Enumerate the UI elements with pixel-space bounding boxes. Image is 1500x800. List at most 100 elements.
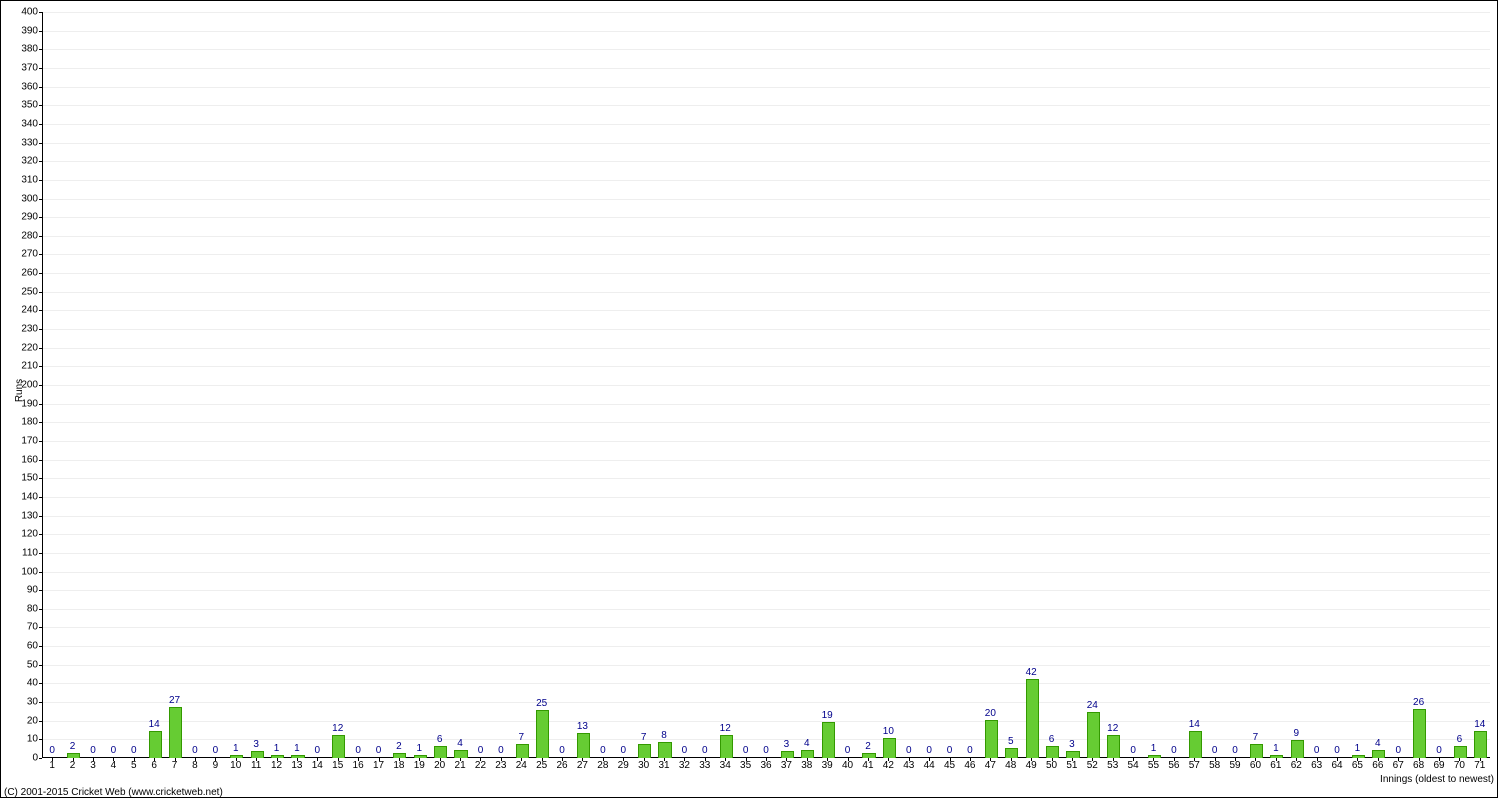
xtick-label: 58 <box>1209 760 1220 771</box>
bar-value-label: 0 <box>1334 745 1340 756</box>
ytick-label: 290 <box>21 212 42 223</box>
bar-value-label: 1 <box>1355 743 1361 754</box>
ytick-label: 210 <box>21 361 42 372</box>
xtick-label: 33 <box>699 760 710 771</box>
bar <box>1046 746 1059 758</box>
xtick-label: 5 <box>131 760 137 771</box>
gridline <box>42 721 1490 722</box>
gridline <box>42 441 1490 442</box>
bar-value-label: 0 <box>90 745 96 756</box>
xtick-label: 61 <box>1270 760 1281 771</box>
ytick-label: 20 <box>27 715 42 726</box>
gridline <box>42 105 1490 106</box>
gridline <box>42 273 1490 274</box>
bar-value-label: 2 <box>396 741 402 752</box>
bar <box>434 746 447 758</box>
bar-value-label: 7 <box>1253 732 1259 743</box>
xtick-label: 42 <box>883 760 894 771</box>
xtick-label: 57 <box>1189 760 1200 771</box>
xtick-label: 7 <box>172 760 178 771</box>
ytick-label: 120 <box>21 529 42 540</box>
ytick-label: 340 <box>21 118 42 129</box>
gridline <box>42 254 1490 255</box>
xtick-label: 62 <box>1291 760 1302 771</box>
bar-value-label: 19 <box>822 710 833 721</box>
gridline <box>42 366 1490 367</box>
bar-value-label: 12 <box>332 723 343 734</box>
xtick-label: 34 <box>720 760 731 771</box>
bar <box>720 735 733 758</box>
bar-value-label: 0 <box>845 745 851 756</box>
bar <box>251 751 264 758</box>
gridline <box>42 329 1490 330</box>
bar-value-label: 14 <box>1474 719 1485 730</box>
gridline <box>42 572 1490 573</box>
ytick-label: 10 <box>27 734 42 745</box>
bar-value-label: 1 <box>417 743 423 754</box>
bar-value-label: 3 <box>784 739 790 750</box>
bar-value-label: 3 <box>253 739 259 750</box>
xtick-label: 43 <box>903 760 914 771</box>
bar-value-label: 9 <box>1293 728 1299 739</box>
gridline <box>42 553 1490 554</box>
bar-value-label: 13 <box>577 721 588 732</box>
bar-value-label: 25 <box>536 698 547 709</box>
bar-value-label: 0 <box>926 745 932 756</box>
x-axis-title: Innings (oldest to newest) <box>1380 774 1494 785</box>
bar-value-label: 1 <box>233 743 239 754</box>
ytick-label: 350 <box>21 100 42 111</box>
bar-value-label: 14 <box>1189 719 1200 730</box>
bar <box>149 731 162 758</box>
bar <box>1189 731 1202 758</box>
ytick-label: 260 <box>21 268 42 279</box>
xtick-label: 19 <box>414 760 425 771</box>
gridline <box>42 516 1490 517</box>
ytick-label: 320 <box>21 156 42 167</box>
bar-value-label: 4 <box>804 738 810 749</box>
ytick-label: 170 <box>21 435 42 446</box>
bar <box>1352 755 1365 758</box>
bar-value-label: 0 <box>967 745 973 756</box>
bar-value-label: 12 <box>720 723 731 734</box>
bar-value-label: 2 <box>70 741 76 752</box>
xtick-label: 44 <box>924 760 935 771</box>
ytick-label: 150 <box>21 473 42 484</box>
xtick-label: 46 <box>964 760 975 771</box>
ytick-label: 280 <box>21 230 42 241</box>
xtick-label: 17 <box>373 760 384 771</box>
bar-value-label: 1 <box>294 743 300 754</box>
bar <box>1087 712 1100 758</box>
xtick-label: 51 <box>1066 760 1077 771</box>
gridline <box>42 422 1490 423</box>
xtick-label: 45 <box>944 760 955 771</box>
bar <box>454 750 467 758</box>
bar-value-label: 0 <box>620 745 626 756</box>
xtick-label: 40 <box>842 760 853 771</box>
gridline <box>42 68 1490 69</box>
bar-value-label: 0 <box>192 745 198 756</box>
gridline <box>42 478 1490 479</box>
ytick-label: 160 <box>21 454 42 465</box>
bar-value-label: 0 <box>906 745 912 756</box>
bar <box>516 744 529 758</box>
ytick-label: 220 <box>21 342 42 353</box>
bar-value-label: 10 <box>883 726 894 737</box>
bar-value-label: 0 <box>1232 745 1238 756</box>
xtick-label: 56 <box>1168 760 1179 771</box>
bar <box>577 733 590 758</box>
bar-value-label: 0 <box>763 745 769 756</box>
xtick-label: 25 <box>536 760 547 771</box>
bar <box>1270 755 1283 758</box>
xtick-label: 21 <box>455 760 466 771</box>
bar-value-label: 0 <box>600 745 606 756</box>
bar-value-label: 0 <box>498 745 504 756</box>
xtick-label: 6 <box>151 760 157 771</box>
ytick-label: 360 <box>21 81 42 92</box>
gridline <box>42 124 1490 125</box>
xtick-label: 49 <box>1026 760 1037 771</box>
xtick-label: 30 <box>638 760 649 771</box>
xtick-label: 14 <box>312 760 323 771</box>
ytick-label: 300 <box>21 193 42 204</box>
gridline <box>42 12 1490 13</box>
ytick-label: 390 <box>21 25 42 36</box>
